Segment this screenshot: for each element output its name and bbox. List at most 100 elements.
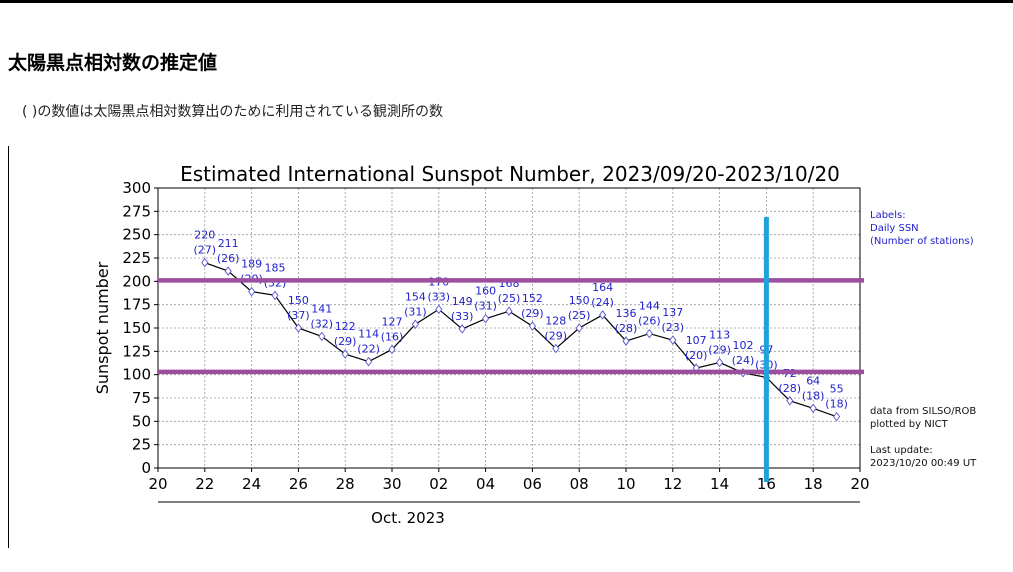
station-count-label: (26) xyxy=(217,252,240,265)
y-tick-label: 275 xyxy=(122,202,151,220)
station-count-label: (33) xyxy=(428,290,451,303)
ssn-point-marker xyxy=(786,396,794,406)
ssn-point-marker xyxy=(552,343,560,354)
ssn-point-marker xyxy=(318,331,326,342)
y-tick-label: 225 xyxy=(122,249,151,267)
ssn-point-marker xyxy=(833,411,841,422)
station-count-label: (29) xyxy=(545,330,568,343)
y-tick-label: 0 xyxy=(141,459,151,477)
page-title: 太陽黒点相対数の推定値 xyxy=(8,52,218,74)
ssn-value-label: 55 xyxy=(830,383,844,396)
station-count-label: (28) xyxy=(615,322,638,335)
y-tick-label: 150 xyxy=(122,319,151,337)
ssn-value-label: 150 xyxy=(569,294,590,307)
ssn-value-label: 211 xyxy=(218,237,239,250)
station-count-label: (28) xyxy=(779,382,802,395)
ssn-point-marker xyxy=(716,357,724,368)
ssn-value-label: 144 xyxy=(639,300,660,313)
left-rule xyxy=(8,146,9,548)
legend-update-title: Last update: xyxy=(870,445,933,456)
y-tick-label: 300 xyxy=(122,179,151,197)
chart-title: Estimated International Sunspot Number, … xyxy=(180,162,840,186)
ssn-point-marker xyxy=(435,304,443,315)
y-tick-label: 50 xyxy=(132,412,151,430)
legend-update-time: 2023/10/20 00:49 UT xyxy=(870,458,977,469)
ssn-value-label: 149 xyxy=(452,295,473,308)
x-tick-label: 22 xyxy=(195,475,214,493)
x-tick-label: 16 xyxy=(757,475,776,493)
ssn-point-marker xyxy=(271,290,279,301)
ssn-point-marker xyxy=(575,323,583,333)
ssn-point-marker xyxy=(248,286,256,297)
ssn-value-label: 136 xyxy=(616,307,637,320)
ssn-point-marker xyxy=(645,328,653,339)
y-tick-label: 175 xyxy=(122,296,151,314)
station-count-label: (16) xyxy=(381,330,404,343)
x-tick-label: 12 xyxy=(663,475,682,493)
ssn-value-label: 64 xyxy=(806,374,820,387)
ssn-point-marker xyxy=(341,349,349,359)
x-tick-label: 14 xyxy=(710,475,729,493)
ssn-value-label: 122 xyxy=(335,320,356,333)
station-count-label: (29) xyxy=(521,307,544,320)
ssn-value-label: 150 xyxy=(288,294,309,307)
top-rule xyxy=(0,0,1013,3)
y-tick-label: 250 xyxy=(122,226,151,244)
ssn-point-marker xyxy=(505,306,513,316)
x-tick-label: 04 xyxy=(476,475,495,493)
ssn-point-marker xyxy=(622,336,630,346)
ssn-value-label: 152 xyxy=(522,292,543,305)
ssn-value-label: 160 xyxy=(475,285,496,298)
y-tick-label: 25 xyxy=(132,436,151,454)
ssn-value-label: 185 xyxy=(265,261,286,274)
ssn-point-marker xyxy=(224,266,232,276)
legend-box: Labels: Daily SSN (Number of stations) d… xyxy=(870,210,977,469)
x-tick-label: 20 xyxy=(850,475,869,493)
station-count-label: (18) xyxy=(802,389,825,402)
ssn-point-marker xyxy=(599,310,607,320)
x-tick-label: 02 xyxy=(429,475,448,493)
ssn-point-marker xyxy=(669,335,677,345)
ssn-value-label: 127 xyxy=(382,315,403,328)
x-tick-label: 30 xyxy=(382,475,401,493)
y-tick-label: 200 xyxy=(122,272,151,290)
ssn-point-marker xyxy=(388,344,396,355)
ssn-value-label: 141 xyxy=(311,302,332,315)
ssn-value-label: 107 xyxy=(686,334,707,347)
station-count-label: (31) xyxy=(404,305,427,318)
ssn-value-label: 164 xyxy=(592,281,613,294)
y-axis-label: Sunspot number xyxy=(93,261,112,394)
station-count-label: (27) xyxy=(194,244,217,257)
station-count-label: (29) xyxy=(334,335,357,348)
legend-labels-ssn: Daily SSN xyxy=(870,223,919,234)
x-tick-label: 28 xyxy=(336,475,355,493)
ssn-point-marker xyxy=(458,324,466,334)
x-tick-label: 10 xyxy=(616,475,635,493)
ssn-point-marker xyxy=(201,257,209,268)
y-tick-label: 125 xyxy=(122,342,151,360)
ssn-point-marker xyxy=(365,356,373,367)
ssn-value-label: 128 xyxy=(545,315,566,328)
ssn-value-label: 220 xyxy=(194,229,215,242)
x-tick-label: 18 xyxy=(804,475,823,493)
station-count-label: (18) xyxy=(825,398,848,411)
station-count-label: (20) xyxy=(685,349,708,362)
x-tick-label: 24 xyxy=(242,475,261,493)
x-tick-label: 26 xyxy=(289,475,308,493)
station-count-label: (25) xyxy=(498,292,521,305)
y-tick-label: 75 xyxy=(132,389,151,407)
ssn-value-label: 114 xyxy=(358,328,379,341)
x-tick-label: 08 xyxy=(570,475,589,493)
ssn-series-line xyxy=(204,262,837,418)
x-tick-label: 20 xyxy=(148,475,167,493)
station-count-label: (31) xyxy=(474,300,497,313)
station-count-label: (32) xyxy=(311,317,334,330)
station-count-label: (29) xyxy=(708,344,731,357)
x-axis-label: Oct. 2023 xyxy=(371,509,445,527)
legend-plotted-by: plotted by NICT xyxy=(870,419,949,430)
station-count-label: (24) xyxy=(591,296,614,309)
station-count-label: (33) xyxy=(451,310,474,323)
stations-note: ( )の数値は太陽黒点相対数算出のために利用されている観測所の数 xyxy=(22,104,443,120)
ssn-point-marker xyxy=(294,323,302,333)
